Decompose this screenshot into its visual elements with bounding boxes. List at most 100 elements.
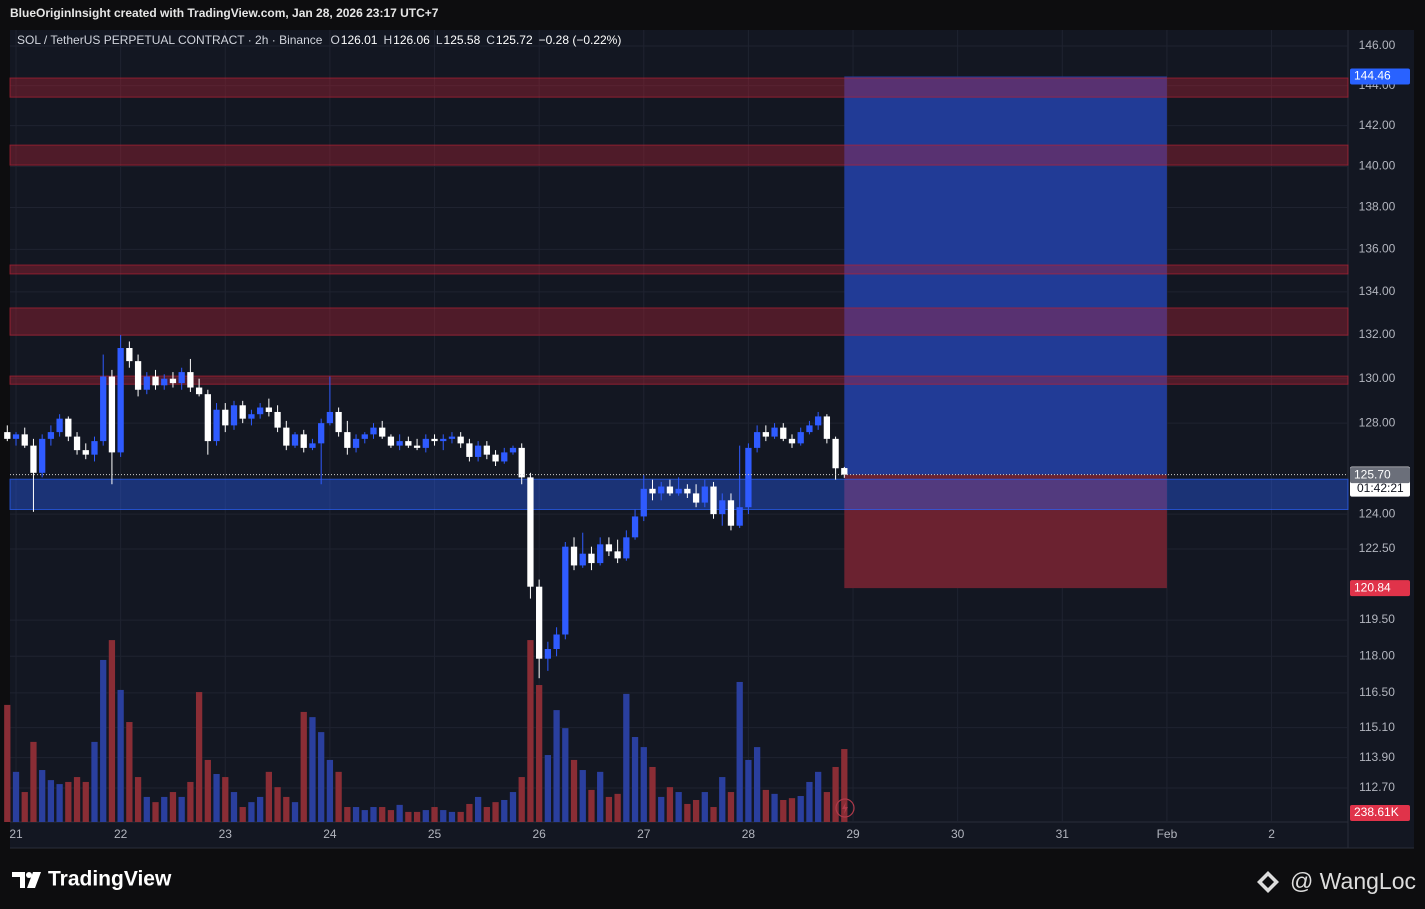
candle-body: [4, 432, 11, 439]
y-tick-label: 142.00: [1359, 118, 1396, 132]
candle-body: [21, 434, 28, 446]
legend-value: 125.72: [496, 33, 533, 47]
candle-body: [658, 486, 665, 494]
zone: [9, 307, 1349, 336]
price-label-box: [1350, 580, 1410, 597]
candle-body: [562, 546, 569, 635]
y-tick-label: 119.50: [1359, 612, 1395, 626]
candle-body: [143, 376, 150, 390]
candle-body: [82, 450, 89, 455]
volume-bar: [195, 692, 203, 822]
candle-body: [727, 500, 735, 526]
candle-body: [640, 488, 647, 517]
candle-body: [501, 452, 508, 462]
candle-body: [771, 427, 778, 437]
volume-bar: [762, 789, 769, 822]
volume-bar: [815, 771, 822, 822]
candle-body: [509, 447, 517, 453]
candle-body: [823, 416, 831, 439]
volume-bar: [405, 811, 412, 822]
price-label: 144.46: [1354, 69, 1391, 83]
candle-body: [649, 488, 656, 494]
candle-body: [187, 372, 194, 388]
candle-body: [431, 438, 438, 442]
volume-bar: [501, 799, 508, 822]
y-tick-label: 136.00: [1359, 242, 1396, 256]
volume-bar: [570, 759, 578, 822]
y-tick-label: 134.00: [1359, 284, 1396, 298]
candle-body: [544, 648, 552, 659]
alert-icon: [842, 802, 848, 814]
volume-bar: [579, 770, 586, 822]
y-tick-label: 116.50: [1359, 685, 1395, 699]
candle-body: [588, 553, 595, 564]
volume-bar: [597, 771, 604, 822]
candle-body: [274, 411, 281, 428]
volume-bar: [797, 796, 804, 822]
candle-body: [762, 432, 769, 437]
candle-body: [152, 376, 159, 386]
candle-body: [222, 409, 229, 426]
y-tick-label: 132.00: [1359, 327, 1396, 341]
volume-bar: [257, 796, 264, 822]
candles: [4, 334, 848, 679]
volume-bar: [100, 659, 107, 822]
brand: TradingView: [48, 868, 172, 891]
candle-body: [736, 507, 743, 526]
volume-bar: [753, 747, 761, 822]
symbol: SOL / TetherUS PERPETUAL CONTRACT · 2h ·…: [17, 33, 323, 47]
volume-bar: [553, 710, 560, 822]
y-tick-label: 113.90: [1359, 750, 1395, 764]
candle-body: [518, 447, 525, 478]
candle-body: [134, 361, 142, 390]
candle-body: [684, 488, 691, 494]
volume-bar: [788, 798, 796, 822]
legend-key: L: [436, 33, 443, 47]
volume-bar: [806, 781, 813, 822]
volume-bar: [527, 640, 534, 822]
y-tick-label: 122.50: [1359, 541, 1396, 555]
price-label: 120.84: [1354, 580, 1391, 594]
x-tick-label: 21: [9, 827, 23, 841]
candle-body: [710, 486, 717, 515]
candle-body: [370, 427, 377, 435]
candle-body: [65, 418, 72, 437]
volume-bar: [474, 796, 482, 822]
volume-bar: [588, 789, 595, 822]
candle-body: [570, 546, 578, 566]
candle-body: [248, 414, 255, 419]
candle-body: [56, 418, 63, 433]
candle-body: [527, 477, 534, 587]
candle-body: [291, 434, 299, 446]
volume-bar: [692, 799, 700, 822]
candle-body: [753, 432, 761, 448]
volume-bar: [440, 810, 447, 822]
volume-bar: [326, 759, 334, 822]
candle-body: [797, 432, 804, 444]
candle-body: [326, 411, 334, 424]
volume-bar: [536, 685, 543, 822]
candle-body: [195, 387, 203, 395]
candle-body: [605, 544, 613, 552]
volume-bar: [544, 755, 552, 822]
candle-body: [675, 488, 682, 494]
stop-area: [844, 474, 1167, 589]
position-tool: [844, 76, 1167, 589]
candle-body: [448, 436, 456, 439]
x-tick-label: 25: [428, 827, 442, 841]
volume-bar: [265, 771, 273, 822]
volume-bar: [222, 777, 229, 822]
candle-body: [230, 405, 238, 426]
volume-bar: [457, 811, 464, 822]
volume-label: 238.61K: [1354, 805, 1399, 819]
volume-bar: [239, 807, 246, 822]
candle-body: [492, 454, 499, 462]
candle-body: [300, 434, 307, 448]
volume-bar: [640, 747, 647, 822]
candle-body: [117, 348, 124, 453]
candle-body: [405, 441, 412, 446]
credit: BlueOriginInsight created with TradingVi…: [10, 6, 439, 20]
y-tick-label: 138.00: [1359, 200, 1396, 214]
